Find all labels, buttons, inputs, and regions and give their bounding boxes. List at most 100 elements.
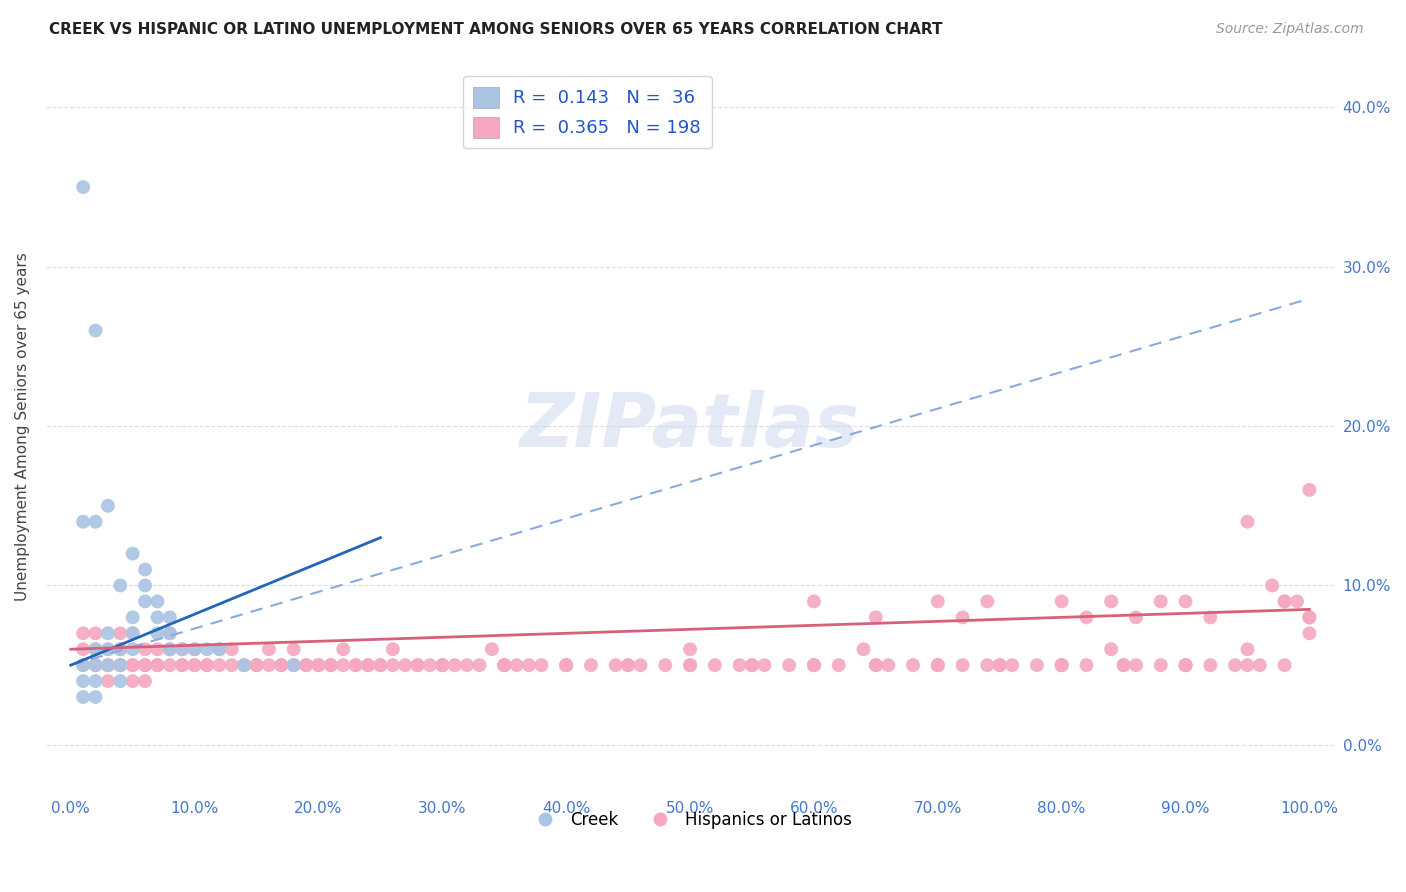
Point [1125, 610, 1147, 624]
Point [72, 674, 94, 689]
Point [803, 658, 825, 673]
Point [233, 658, 256, 673]
Point [1298, 483, 1320, 497]
Point [146, 610, 169, 624]
Point [555, 658, 578, 673]
Point [97, 642, 120, 657]
Text: CREEK VS HISPANIC OR LATINO UNEMPLOYMENT AMONG SENIORS OVER 65 YEARS CORRELATION: CREEK VS HISPANIC OR LATINO UNEMPLOYMENT… [49, 22, 942, 37]
Point [183, 658, 205, 673]
Point [110, 658, 132, 673]
Point [952, 610, 974, 624]
Point [84, 515, 107, 529]
Point [1298, 626, 1320, 640]
Point [97, 674, 120, 689]
Point [146, 658, 169, 673]
Point [1112, 658, 1135, 673]
Legend: Creek, Hispanics or Latinos: Creek, Hispanics or Latinos [522, 805, 859, 836]
Point [728, 658, 751, 673]
Point [97, 642, 120, 657]
Point [245, 658, 267, 673]
Point [110, 658, 132, 673]
Point [319, 658, 342, 673]
Point [927, 658, 949, 673]
Point [617, 658, 640, 673]
Point [828, 658, 851, 673]
Point [803, 658, 825, 673]
Point [927, 658, 949, 673]
Point [319, 658, 342, 673]
Point [295, 658, 318, 673]
Point [257, 642, 280, 657]
Point [245, 658, 267, 673]
Point [146, 594, 169, 608]
Point [134, 674, 156, 689]
Point [172, 642, 194, 657]
Point [865, 658, 887, 673]
Point [1025, 658, 1047, 673]
Point [134, 642, 156, 657]
Point [741, 658, 763, 673]
Point [530, 658, 553, 673]
Point [84, 324, 107, 338]
Point [172, 642, 194, 657]
Y-axis label: Unemployment Among Seniors over 65 years: Unemployment Among Seniors over 65 years [15, 252, 30, 600]
Point [419, 658, 441, 673]
Point [1223, 658, 1246, 673]
Point [494, 658, 516, 673]
Point [1199, 658, 1222, 673]
Point [283, 658, 305, 673]
Point [679, 658, 702, 673]
Point [221, 658, 243, 673]
Point [121, 626, 143, 640]
Point [97, 658, 120, 673]
Point [901, 658, 924, 673]
Point [84, 626, 107, 640]
Point [976, 594, 998, 608]
Point [988, 658, 1011, 673]
Point [270, 658, 292, 673]
Point [332, 658, 354, 673]
Point [988, 658, 1011, 673]
Point [84, 658, 107, 673]
Point [1285, 594, 1308, 608]
Point [432, 658, 454, 673]
Point [741, 658, 763, 673]
Point [110, 578, 132, 592]
Point [555, 658, 578, 673]
Point [443, 658, 465, 673]
Point [1076, 610, 1098, 624]
Point [172, 658, 194, 673]
Point [952, 658, 974, 673]
Point [630, 658, 652, 673]
Point [1050, 658, 1073, 673]
Point [357, 658, 380, 673]
Point [134, 658, 156, 673]
Point [121, 626, 143, 640]
Point [72, 642, 94, 657]
Point [283, 658, 305, 673]
Point [778, 658, 800, 673]
Point [110, 674, 132, 689]
Point [134, 578, 156, 592]
Point [555, 658, 578, 673]
Point [605, 658, 627, 673]
Point [803, 594, 825, 608]
Point [308, 658, 330, 673]
Point [208, 642, 231, 657]
Point [1150, 658, 1173, 673]
Point [72, 180, 94, 194]
Point [172, 658, 194, 673]
Point [1236, 642, 1258, 657]
Point [159, 642, 181, 657]
Point [159, 626, 181, 640]
Point [1298, 610, 1320, 624]
Point [852, 642, 875, 657]
Point [270, 658, 292, 673]
Point [110, 642, 132, 657]
Point [146, 626, 169, 640]
Point [1236, 658, 1258, 673]
Point [1274, 594, 1296, 608]
Point [110, 626, 132, 640]
Point [72, 690, 94, 704]
Point [195, 658, 218, 673]
